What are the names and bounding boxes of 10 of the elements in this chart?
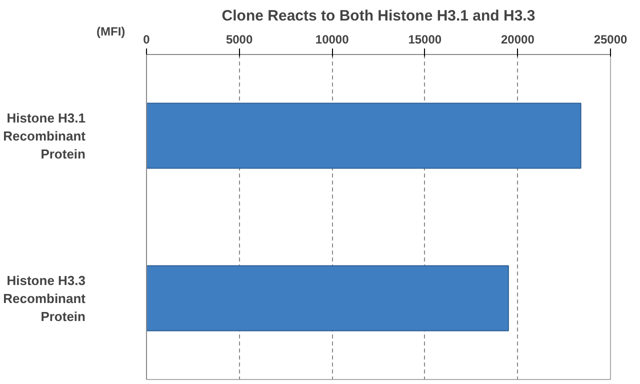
x-tick-label: 0 [143,32,150,46]
x-tick-label: 5000 [226,32,253,46]
x-tick-label: 20000 [501,32,535,46]
y-tick-label: Histone H3.3 Recombinant Protein [3,272,86,324]
chart-title: Clone Reacts to Both Histone H3.1 and H3.3 [222,8,536,24]
x-tick-label: 25000 [594,32,628,46]
x-axis-title: (MFI) [96,24,126,38]
x-tick-label: 15000 [408,32,442,46]
y-tick-label: Histone H3.1 Recombinant Protein [3,110,86,162]
x-tick-label: 10000 [315,32,350,46]
